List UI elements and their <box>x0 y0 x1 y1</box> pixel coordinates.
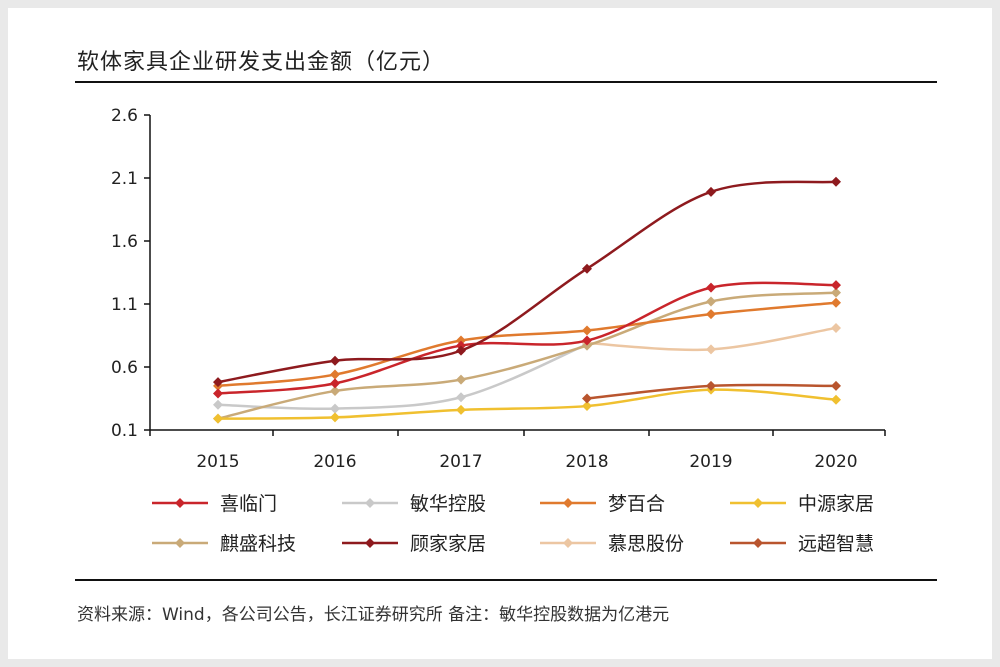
data-point <box>456 335 466 346</box>
series-line <box>217 281 837 395</box>
legend-label: 远超智慧 <box>798 533 874 555</box>
y-tick-label: 0.6 <box>111 358 138 378</box>
data-point <box>213 413 223 424</box>
legend-label: 中源家居 <box>798 493 874 515</box>
data-point <box>831 380 841 391</box>
data-point <box>831 322 841 333</box>
data-point <box>456 404 466 415</box>
data-point <box>582 401 592 412</box>
data-point <box>831 287 841 298</box>
data-point <box>456 340 466 351</box>
data-point <box>706 186 716 197</box>
series-line <box>217 291 837 420</box>
y-tick-label: 0.1 <box>111 421 138 441</box>
x-tick-label: 2016 <box>313 452 356 472</box>
series-line <box>217 180 837 384</box>
y-tick-label: 1.6 <box>111 232 138 252</box>
data-point <box>456 345 466 356</box>
data-point <box>831 394 841 405</box>
x-tick-label: 2019 <box>689 452 732 472</box>
series-line <box>217 301 837 388</box>
data-point <box>831 280 841 291</box>
legend-marker <box>175 538 185 548</box>
legend-label: 慕思股份 <box>608 533 684 555</box>
data-point <box>330 355 340 366</box>
data-point <box>706 344 716 355</box>
data-point <box>831 297 841 308</box>
data-point <box>213 399 223 410</box>
x-tick-label: 2017 <box>439 452 482 472</box>
data-point <box>706 380 716 391</box>
data-point <box>706 282 716 293</box>
y-tick-label: 2.6 <box>111 106 138 126</box>
y-tick-label: 1.1 <box>111 295 138 315</box>
legend-marker <box>563 538 573 548</box>
legend-marker <box>365 538 375 548</box>
data-point <box>213 377 223 388</box>
legend-marker <box>753 498 763 508</box>
data-point <box>456 392 466 403</box>
chart-frame <box>8 8 992 659</box>
data-point <box>582 393 592 404</box>
legend-label: 顾家家居 <box>410 533 486 555</box>
data-point <box>330 403 340 414</box>
legend-marker <box>753 538 763 548</box>
legend-marker <box>175 498 185 508</box>
series-line <box>217 343 588 411</box>
legend-label: 麒盛科技 <box>220 533 296 555</box>
x-tick-label: 2018 <box>565 452 608 472</box>
data-point <box>213 388 223 399</box>
data-point <box>706 296 716 307</box>
data-point <box>330 378 340 389</box>
data-point <box>330 369 340 380</box>
series-line <box>217 388 837 420</box>
y-tick-label: 2.1 <box>111 169 138 189</box>
legend-marker <box>563 498 573 508</box>
chart-title: 软体家具企业研发支出金额（亿元） <box>77 50 446 75</box>
legend-label: 喜临门 <box>220 493 277 515</box>
data-point <box>582 340 592 351</box>
title-rule <box>75 81 937 83</box>
x-tick-label: 2015 <box>196 452 239 472</box>
data-point <box>582 263 592 274</box>
legend-label: 梦百合 <box>608 493 665 515</box>
legend-label: 敏华控股 <box>410 493 486 515</box>
source-note: 资料来源：Wind，各公司公告，长江证券研究所 备注：敏华控股数据为亿港元 <box>77 605 670 625</box>
data-point <box>831 176 841 187</box>
x-tick-label: 2020 <box>814 452 857 472</box>
data-point <box>330 385 340 396</box>
data-point <box>706 309 716 320</box>
source-rule <box>75 579 937 581</box>
data-point <box>582 335 592 346</box>
data-point <box>456 374 466 385</box>
data-point <box>582 325 592 336</box>
legend-marker <box>365 498 375 508</box>
data-point <box>330 412 340 423</box>
